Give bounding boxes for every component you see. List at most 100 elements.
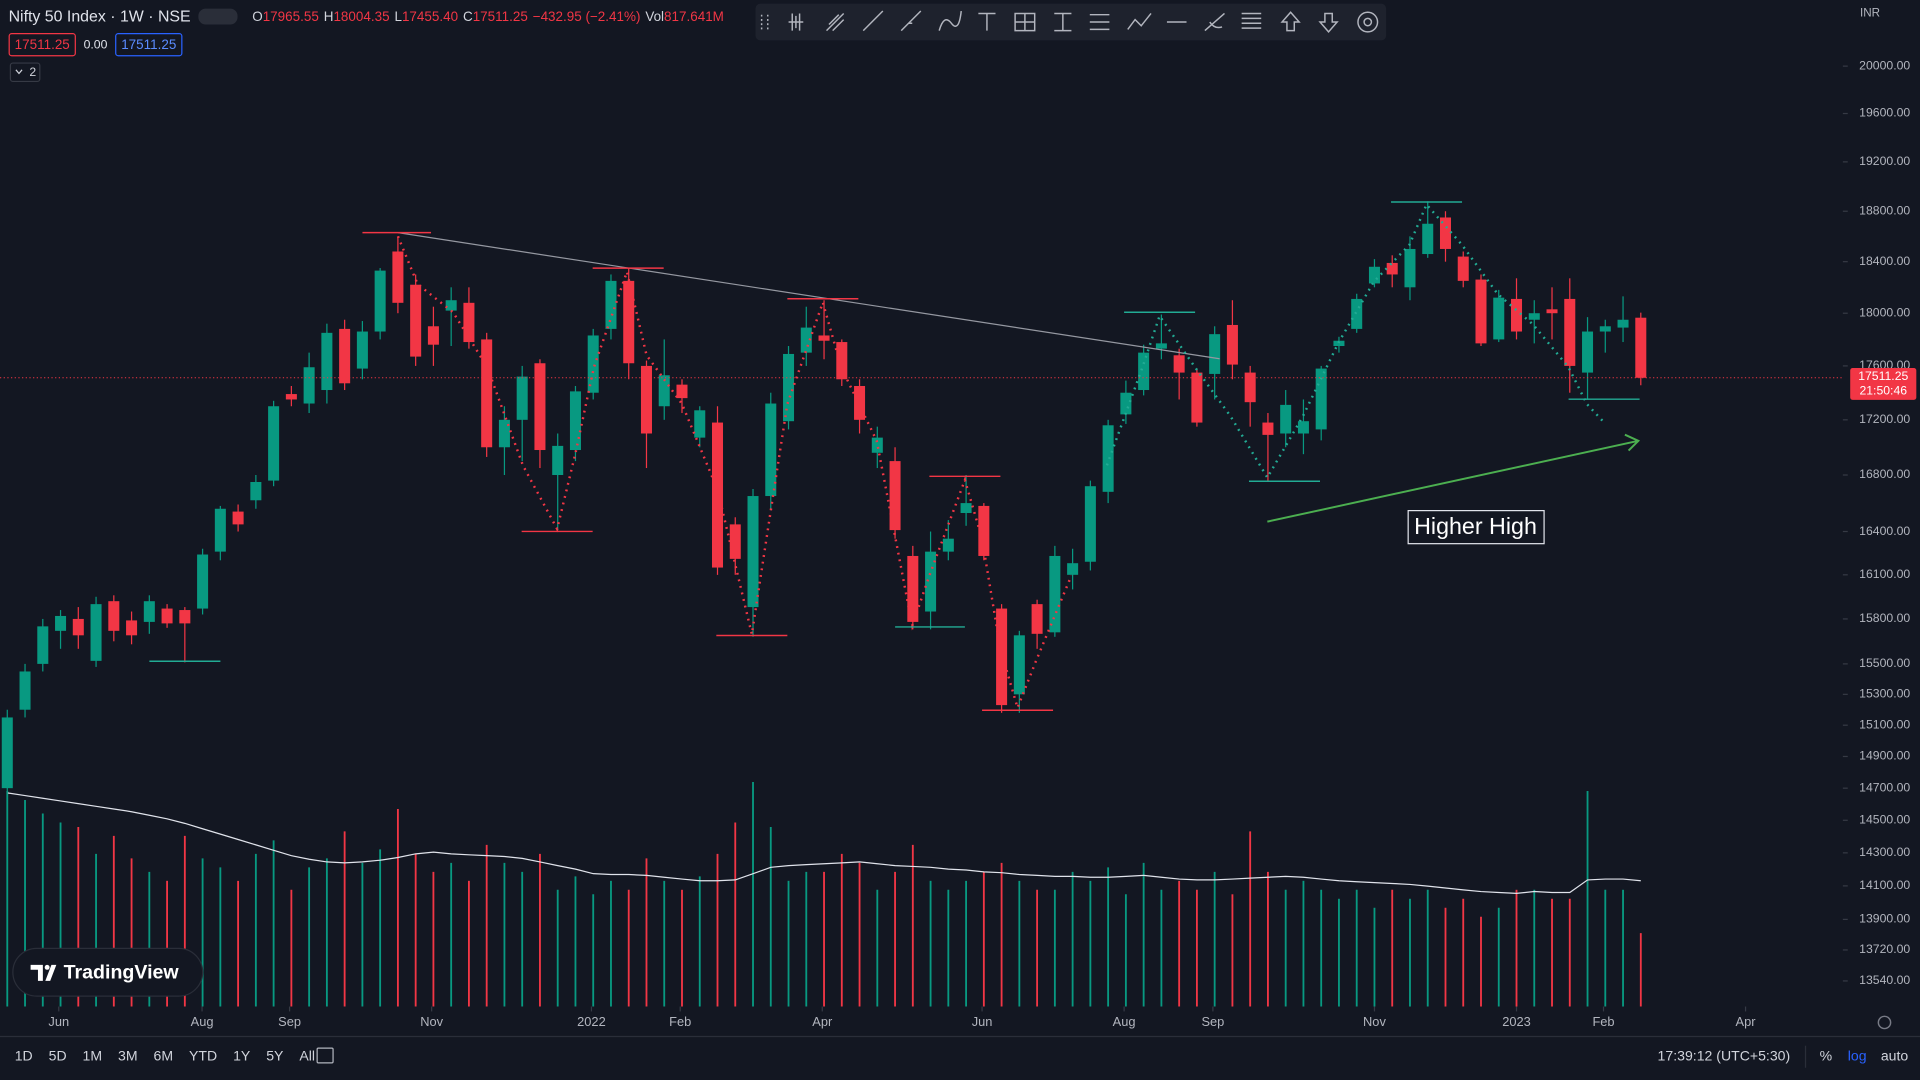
tool-icon[interactable]: [1054, 12, 1072, 32]
y-tick-label: 14500.00: [1859, 813, 1910, 827]
y-tick-label: 19600.00: [1859, 106, 1910, 120]
candle-body: [108, 601, 120, 631]
candle-body: [534, 363, 546, 451]
candle-body: [640, 365, 652, 434]
x-tick-label: Apr: [812, 1014, 833, 1029]
tool-icon[interactable]: [1089, 13, 1110, 31]
candle-body: [711, 422, 724, 568]
y-tick-label: 13540.00: [1859, 973, 1910, 987]
candle-body: [854, 385, 866, 420]
annotation-text: Higher High: [1414, 513, 1537, 539]
change: −432.95 (−2.41%): [533, 9, 641, 24]
range-button[interactable]: All: [299, 1047, 315, 1063]
y-tick-label: 20000.00: [1859, 58, 1910, 72]
candle-body: [587, 335, 599, 393]
candle-body: [1031, 604, 1043, 634]
x-tick-label: Jun: [972, 1014, 993, 1029]
range-button[interactable]: 3M: [118, 1047, 138, 1063]
tool-icon[interactable]: [826, 12, 845, 32]
candle-body: [907, 555, 919, 622]
tool-icon[interactable]: [862, 10, 884, 32]
range-button[interactable]: 1M: [83, 1047, 103, 1063]
tool-icon[interactable]: [1318, 12, 1339, 33]
indicator-toggle[interactable]: [9, 62, 41, 83]
symbol: Nifty 50 Index · 1W · NSE: [9, 8, 191, 25]
countdown: 21:50:46: [1859, 383, 1907, 397]
y-tick-label: 19200.00: [1859, 154, 1910, 168]
scale-option[interactable]: %: [1820, 1047, 1833, 1063]
candle-body: [1439, 217, 1451, 249]
candle-body: [818, 335, 830, 341]
ohlc-value: 17511.25: [473, 9, 528, 24]
tool-icon[interactable]: [978, 12, 996, 31]
candle-body: [1173, 355, 1185, 373]
x-tick-label: Sep: [1201, 1014, 1224, 1029]
candle-body: [1067, 563, 1079, 575]
y-tick-label: 14300.00: [1859, 845, 1910, 859]
tool-icon[interactable]: [938, 10, 962, 31]
ohlc-value: 18004.35: [333, 9, 389, 24]
range-button[interactable]: YTD: [189, 1047, 217, 1063]
candle-body: [1582, 331, 1594, 373]
drawing-toolbar: [755, 3, 1387, 41]
y-tick-label: 13900.00: [1859, 912, 1910, 926]
candle-body: [1528, 313, 1540, 320]
last-price-tag: [1850, 367, 1917, 400]
range-buttons: 1D 5D 1M 3M 6M YTD 1Y 5Y All: [15, 1047, 315, 1063]
candle-body: [1280, 404, 1292, 434]
candle-body: [1209, 334, 1221, 374]
scale-option[interactable]: auto: [1881, 1047, 1909, 1063]
annotation-box: [1407, 509, 1545, 545]
currency[interactable]: INR: [1860, 7, 1880, 20]
candle-body: [126, 620, 138, 636]
tool-icon[interactable]: [1127, 13, 1152, 30]
y-tick-label: 18400.00: [1859, 254, 1910, 268]
candle-body: [1138, 352, 1150, 391]
sell-box[interactable]: [8, 33, 76, 57]
candle-body: [996, 608, 1008, 706]
candle-body: [1226, 324, 1238, 365]
tool-icon[interactable]: [1204, 12, 1225, 32]
plot-area: 20000.00 19600.00 19200.00 18800.00 18400.00…: [0, 58, 1917, 1029]
candle-body: [978, 505, 990, 556]
y-tick-label: 14100.00: [1859, 878, 1910, 892]
candle-body: [161, 608, 173, 624]
brand-badge[interactable]: [12, 947, 204, 997]
candle-body: [285, 394, 297, 400]
y-tick-label: 14700.00: [1859, 780, 1910, 794]
tool-icon[interactable]: [1280, 11, 1301, 32]
settings-icon[interactable]: [1877, 1015, 1892, 1030]
candle-body: [339, 328, 351, 384]
candle-body: [569, 391, 581, 451]
ohlc-label: O: [252, 9, 262, 24]
x-tick-label: Feb: [669, 1014, 691, 1029]
candle-body: [463, 302, 475, 343]
tool-icon[interactable]: [1357, 11, 1379, 33]
tool-icon[interactable]: [1241, 12, 1262, 29]
range-button[interactable]: 1D: [15, 1047, 33, 1063]
y-tick-label: 15800.00: [1859, 611, 1910, 625]
candle-body: [658, 375, 670, 407]
range-button[interactable]: 6M: [153, 1047, 173, 1063]
range-button[interactable]: 5Y: [266, 1047, 284, 1063]
range-button[interactable]: 5D: [49, 1047, 67, 1063]
candle-body: [800, 327, 812, 353]
candle-body: [889, 461, 901, 531]
y-tick-label: 16400.00: [1859, 524, 1910, 538]
tool-icon[interactable]: [900, 10, 922, 32]
arrow-line: [1267, 439, 1639, 523]
candle-body: [1315, 368, 1327, 430]
candle-body: [1457, 256, 1469, 281]
brand-name: TradingView: [64, 962, 180, 984]
candle-body: [374, 270, 386, 332]
buy-box[interactable]: [115, 33, 183, 57]
candle-body: [1120, 392, 1132, 415]
tool-icon[interactable]: [1014, 12, 1036, 32]
candle-body: [1635, 317, 1647, 378]
tool-icon[interactable]: [788, 13, 804, 31]
range-button[interactable]: 1Y: [233, 1047, 251, 1063]
chevron: [15, 69, 23, 75]
date-range-icon[interactable]: [316, 1047, 334, 1064]
scale-option[interactable]: log: [1848, 1047, 1867, 1063]
